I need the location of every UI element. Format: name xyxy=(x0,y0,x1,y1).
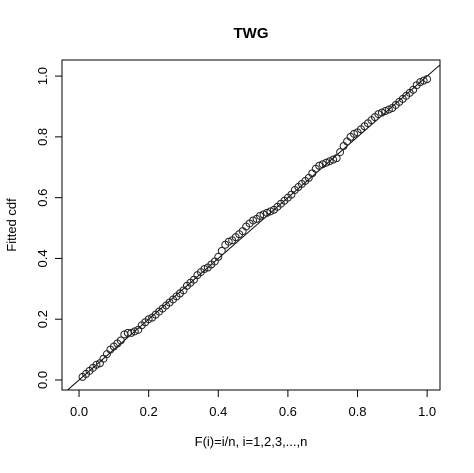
point xyxy=(315,161,324,170)
point xyxy=(350,129,359,138)
point xyxy=(144,315,153,324)
point xyxy=(116,336,125,345)
point xyxy=(256,211,265,220)
point xyxy=(130,327,139,336)
point xyxy=(343,137,352,146)
y-tick-label: 0.6 xyxy=(35,189,50,207)
point xyxy=(336,148,345,157)
point xyxy=(374,110,383,119)
point xyxy=(423,75,432,84)
y-tick-label: 0.8 xyxy=(35,128,50,146)
point xyxy=(266,207,275,216)
point xyxy=(325,157,334,166)
point xyxy=(249,216,258,225)
point xyxy=(92,360,101,369)
point xyxy=(384,105,393,114)
x-tick-label: 0.0 xyxy=(70,404,88,419)
point xyxy=(217,246,226,255)
x-tick-label: 0.4 xyxy=(209,404,227,419)
point xyxy=(263,208,272,217)
chart-title: TWG xyxy=(234,25,269,42)
plot-frame xyxy=(61,59,441,391)
x-axis-label: F(i)=i/n, i=1,2,3,...,n xyxy=(195,434,308,449)
point xyxy=(214,252,223,261)
plot-area xyxy=(66,64,440,390)
y-tick-label: 0.2 xyxy=(35,310,50,328)
point xyxy=(381,107,390,116)
x-tick-label: 0.6 xyxy=(279,404,297,419)
point xyxy=(377,108,386,117)
point xyxy=(419,76,428,85)
point xyxy=(318,160,327,169)
y-tick-label: 1.0 xyxy=(35,67,50,85)
x-tick-label: 0.8 xyxy=(348,404,366,419)
point xyxy=(332,154,341,163)
point xyxy=(416,78,425,87)
point xyxy=(329,155,338,164)
point xyxy=(200,265,209,274)
point xyxy=(322,158,331,167)
point xyxy=(127,328,136,337)
point xyxy=(259,210,268,219)
x-tick-label: 1.0 xyxy=(418,404,436,419)
x-tick-label: 0.2 xyxy=(140,404,158,419)
point xyxy=(224,237,233,246)
y-tick-label: 0.0 xyxy=(35,371,50,389)
y-axis-label: Fitted cdf xyxy=(4,198,19,252)
reference-line xyxy=(66,64,440,390)
y-tick-label: 0.4 xyxy=(35,249,50,267)
